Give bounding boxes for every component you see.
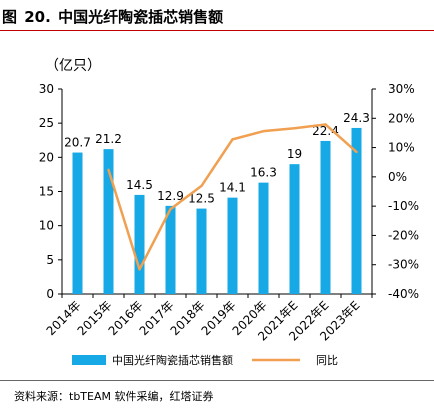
bar-value-label: 19 — [287, 147, 302, 161]
left-tick-label: 0 — [46, 287, 54, 301]
legend-bar-label: 中国光纤陶瓷插芯销售额 — [112, 353, 233, 367]
left-tick-label: 25 — [39, 116, 54, 130]
bar — [258, 182, 269, 294]
bar-value-label: 21.2 — [95, 132, 122, 146]
bar-value-label: 16.3 — [250, 166, 277, 180]
bar — [134, 194, 145, 294]
axes: 0 5 10 15 20 25 30 -40% -30% -20% -10% 0% 10% 20% 30% — [39, 82, 419, 301]
source-bar: 资料来源：tbTEAM 软件采编，红塔证券 — [0, 380, 434, 415]
x-tick-labels: 2014年2015年2016年2017年2018年2019年2020年2021年… — [44, 298, 363, 343]
yoy-line — [107, 123, 358, 271]
legend: 中国光纤陶瓷插芯销售额 同比 — [72, 353, 338, 367]
legend-bar-swatch — [72, 355, 106, 365]
bar — [320, 140, 331, 294]
bar-labels: 20.7 21.2 14.5 12.9 12.5 14.1 16.3 19 22.4 24.3 — [64, 111, 370, 206]
right-tick-label: -20% — [388, 228, 419, 242]
figure-title-text: 中国光纤陶瓷插芯销售额 — [58, 8, 224, 26]
right-tick-label: 30% — [388, 82, 415, 96]
yoy-point — [138, 268, 141, 271]
yoy-point — [324, 123, 327, 126]
figure-number: 20. — [24, 8, 51, 26]
left-tick-label: 5 — [46, 253, 54, 267]
bar — [103, 149, 114, 294]
yoy-point — [355, 150, 358, 154]
figure-title: 图 20. 中国光纤陶瓷插芯销售额 — [2, 6, 223, 27]
bar-value-label: 14.1 — [219, 181, 246, 195]
left-tick-label: 20 — [39, 150, 54, 164]
yoy-point — [169, 207, 172, 211]
bar — [72, 152, 83, 294]
figure-title-bar: 图 20. 中国光纤陶瓷插芯销售额 — [0, 0, 434, 31]
chart: （亿只） 0 5 10 15 20 25 30 -40% -30% -20% -10% 0% 10% 20… — [39, 58, 419, 367]
bars — [72, 127, 362, 294]
right-tick-label: -40% — [388, 287, 419, 301]
yoy-point — [200, 184, 203, 188]
bar — [289, 164, 300, 294]
bar — [196, 208, 207, 294]
yoy-point — [293, 127, 296, 130]
bar-value-label: 22.4 — [312, 124, 339, 138]
bar — [165, 205, 176, 294]
right-tick-label: -10% — [388, 199, 419, 213]
yoy-point — [107, 168, 110, 172]
right-tick-label: -30% — [388, 258, 419, 272]
left-tick-label: 10 — [39, 219, 54, 233]
legend-line-label: 同比 — [316, 354, 338, 367]
yoy-point — [262, 129, 265, 133]
right-tick-label: 0% — [388, 170, 407, 184]
bar-value-label: 24.3 — [343, 111, 370, 125]
source-note: 资料来源：tbTEAM 软件采编，红塔证券 — [14, 390, 214, 403]
bar — [351, 127, 362, 294]
yoy-point — [231, 138, 234, 141]
left-tick-label: 15 — [39, 185, 54, 199]
bar-value-label: 12.5 — [188, 192, 215, 206]
bar-value-label: 12.9 — [157, 189, 184, 203]
bar — [227, 197, 238, 294]
bar-value-label: 14.5 — [126, 178, 153, 192]
y-axis-unit-label: （亿只） — [45, 58, 101, 74]
bar-value-label: 20.7 — [64, 136, 91, 150]
figure-label: 图 — [2, 8, 18, 26]
right-tick-label: 10% — [388, 141, 415, 155]
left-tick-label: 30 — [39, 82, 54, 96]
right-tick-label: 20% — [388, 111, 415, 125]
